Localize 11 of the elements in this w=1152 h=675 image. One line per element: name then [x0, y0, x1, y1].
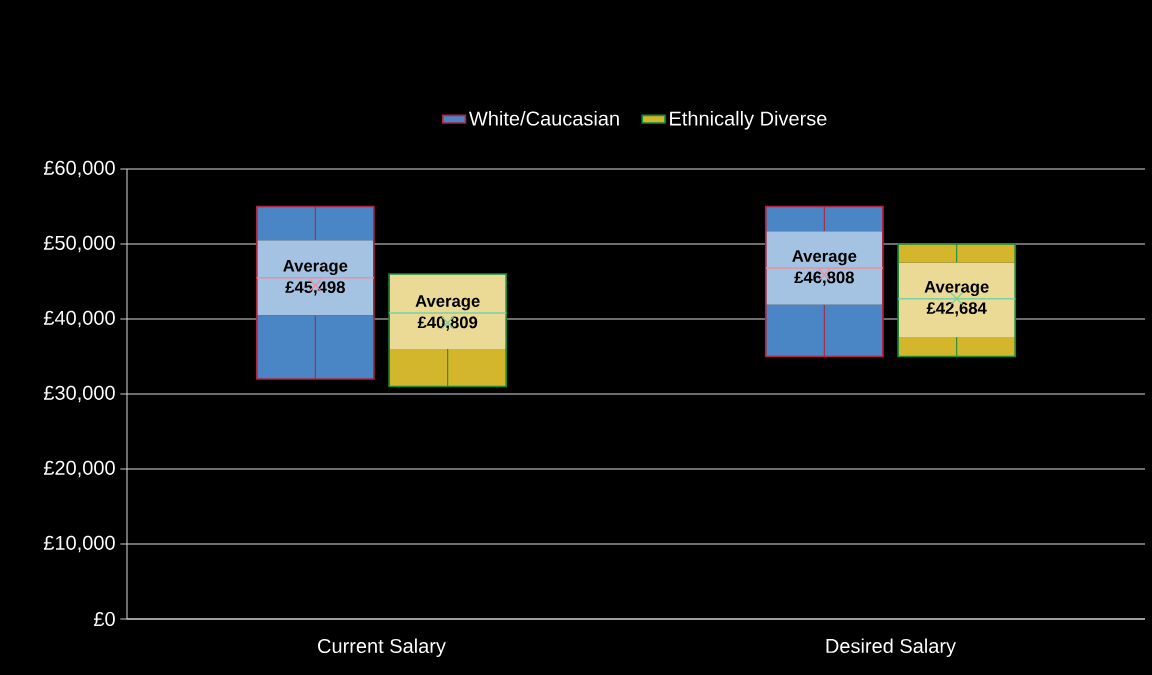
legend-label: Ethnically Diverse — [670, 110, 827, 130]
y-tick-label: £10,000 — [43, 535, 115, 553]
y-tick-label: £60,000 — [43, 160, 115, 178]
y-tick-label: £30,000 — [43, 385, 115, 403]
y-tick-label: £20,000 — [43, 460, 115, 478]
x-tick-label: Desired Salary — [826, 638, 956, 658]
x-tick-label: Current Salary — [318, 638, 446, 658]
legend-label: White/Caucasian — [469, 110, 619, 126]
y-tick-label: £40,000 — [43, 310, 115, 328]
y-tick-label: £50,000 — [43, 235, 115, 253]
y-tick-label: £0 — [93, 611, 115, 627]
